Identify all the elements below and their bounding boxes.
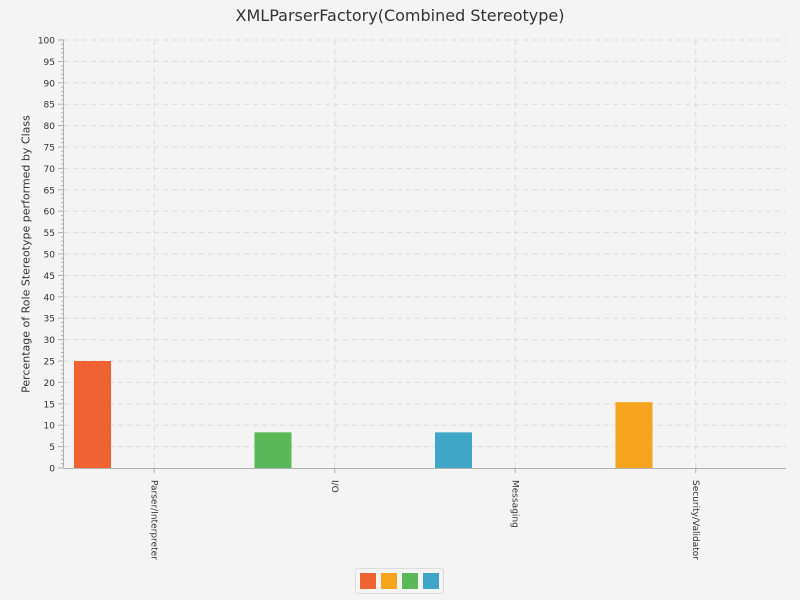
y-tick-label: 45 [44,272,55,282]
y-tick-label: 75 [44,144,55,154]
y-tick-label: 65 [44,186,55,196]
legend-swatch [360,573,376,589]
chart-title: XMLParserFactory(Combined Stereotype) [235,6,565,25]
y-tick-label: 80 [44,122,56,132]
legend-swatch [381,573,397,589]
axes: 0 5 10 15 20 25 30 35 40 45 50 55 60 65 70 75 80 85 90 95 10… [38,37,786,560]
legend-swatch [423,573,439,589]
bars [74,361,653,468]
bar [435,432,472,468]
y-tick-label: 10 [44,422,56,432]
bar [615,402,653,468]
y-tick-label: 35 [44,315,55,325]
y-tick-label: 95 [44,58,55,68]
x-tick-label: Messaging [509,480,519,528]
bar [254,432,292,468]
y-tick-label: 85 [44,101,55,111]
legend-swatch [402,573,418,589]
legend [355,568,444,594]
y-tick-label: 5 [49,443,55,453]
y-tick-label: 30 [44,336,56,346]
y-tick-label: 0 [49,465,55,475]
y-tick-label: 90 [44,79,56,89]
grid-lines [64,39,786,468]
bar [74,361,111,468]
y-tick-label: 55 [44,229,55,239]
x-tick-label: Parser/Interpreter [148,480,158,560]
y-tick-label: 20 [44,379,56,389]
y-tick-label: 60 [44,208,56,218]
x-tick-label: Security/Validator [690,480,700,560]
y-tick-label: 100 [38,37,55,47]
y-tick-label: 40 [44,293,56,303]
x-tick-label: I/O [329,480,339,493]
y-tick-label: 50 [44,251,56,261]
y-tick-label: 70 [44,165,56,175]
y-tick-label: 25 [44,358,55,368]
y-tick-label: 15 [44,400,55,410]
